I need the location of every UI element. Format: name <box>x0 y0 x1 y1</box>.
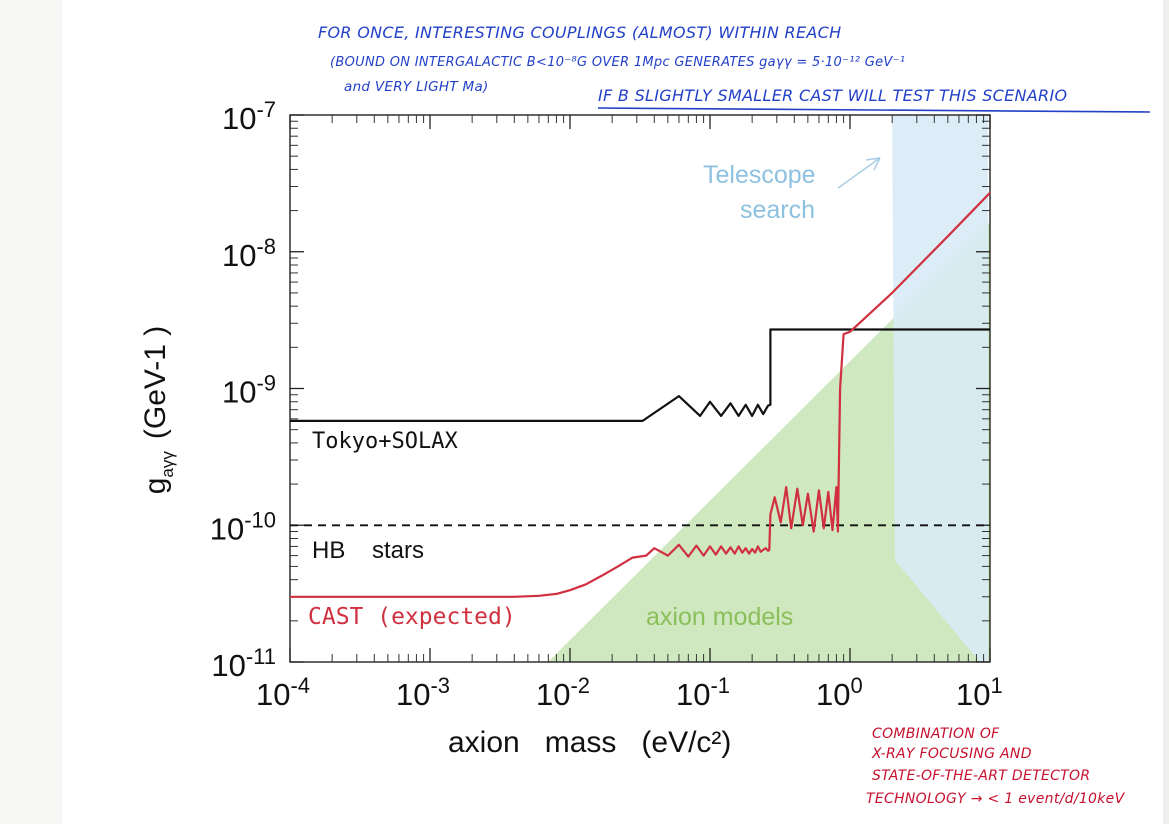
major-ticks <box>289 114 991 663</box>
telescope-arrow <box>837 157 881 189</box>
red-note-line-4: TECHNOLOGY → < 1 event/d/10keV <box>866 791 1126 807</box>
red-note-line-3: STATE-OF-THE-ART DETECTOR <box>872 768 1090 784</box>
y-tick-label: 10-7 <box>222 97 276 136</box>
x-tick-label: 10-3 <box>396 673 450 712</box>
blue-annotations: FOR ONCE, INTERESTING COUPLINGS (ALMOST)… <box>318 23 1151 113</box>
x-tick-label: 10-1 <box>676 673 730 712</box>
y-axis-label: gaγγ (GeV-1 ) <box>139 326 177 495</box>
telescope-label-line1: Telescope <box>703 161 816 189</box>
red-annotations: COMBINATION OF X-RAY FOCUSING AND STATE-OF… <box>866 726 1126 807</box>
svg-text:gaγγ(GeV-1 ): gaγγ (GeV-1 ) <box>139 326 177 495</box>
minor-ticks <box>290 115 990 662</box>
x-axis-label: axion mass (eV/c²) <box>448 726 731 759</box>
y-axis-label-unit: (GeV-1 ) <box>139 326 172 439</box>
series-layer <box>290 192 991 598</box>
y-tick-labels: 10-7 10-8 10-9 10-10 10-11 <box>210 97 276 683</box>
telescope-label-line2: search <box>740 196 815 224</box>
blue-note-line3: and VERY LIGHT Ma) <box>344 79 489 95</box>
x-tick-label: 10-4 <box>256 673 310 712</box>
blue-underline <box>597 107 1151 113</box>
y-tick-label: 10-9 <box>222 371 276 410</box>
hb-stars-label: HB stars <box>312 537 424 564</box>
blue-note-line2: (BOUND ON INTERGALACTIC B<10⁻⁸G OVER 1Mp… <box>330 55 905 70</box>
x-tick-label: 100 <box>816 673 863 712</box>
x-tick-label: 101 <box>956 673 1003 712</box>
y-axis-label-sub: aγγ <box>158 451 177 478</box>
x-tick-label: 10-2 <box>536 673 590 712</box>
x-tick-labels: 10-4 10-3 10-2 10-1 100 101 <box>256 673 1003 712</box>
cast-label: CAST (expected) <box>308 604 516 630</box>
red-note-line-1: COMBINATION OF <box>872 726 1000 742</box>
series-cast-expected <box>290 192 991 598</box>
y-tick-label: 10-8 <box>222 234 276 273</box>
series-tokyo-solax <box>290 328 990 422</box>
axion-models-label: axion models <box>646 603 793 631</box>
y-tick-label: 10-10 <box>210 507 276 546</box>
tokyo-solax-label: Tokyo+SOLAX <box>312 429 458 454</box>
blue-note-line1: FOR ONCE, INTERESTING COUPLINGS (ALMOST)… <box>318 23 841 42</box>
y-tick-label: 10-11 <box>211 644 276 683</box>
axion-models-band <box>548 222 990 662</box>
scan-left-margin <box>0 0 62 824</box>
y-axis-label-main: g <box>139 478 172 495</box>
blue-note-line4: IF B SLIGHTLY SMALLER CAST WILL TEST THI… <box>598 86 1067 105</box>
red-note-line-2: X-RAY FOCUSING AND <box>871 746 1032 762</box>
scan-right-margin <box>1163 0 1169 824</box>
